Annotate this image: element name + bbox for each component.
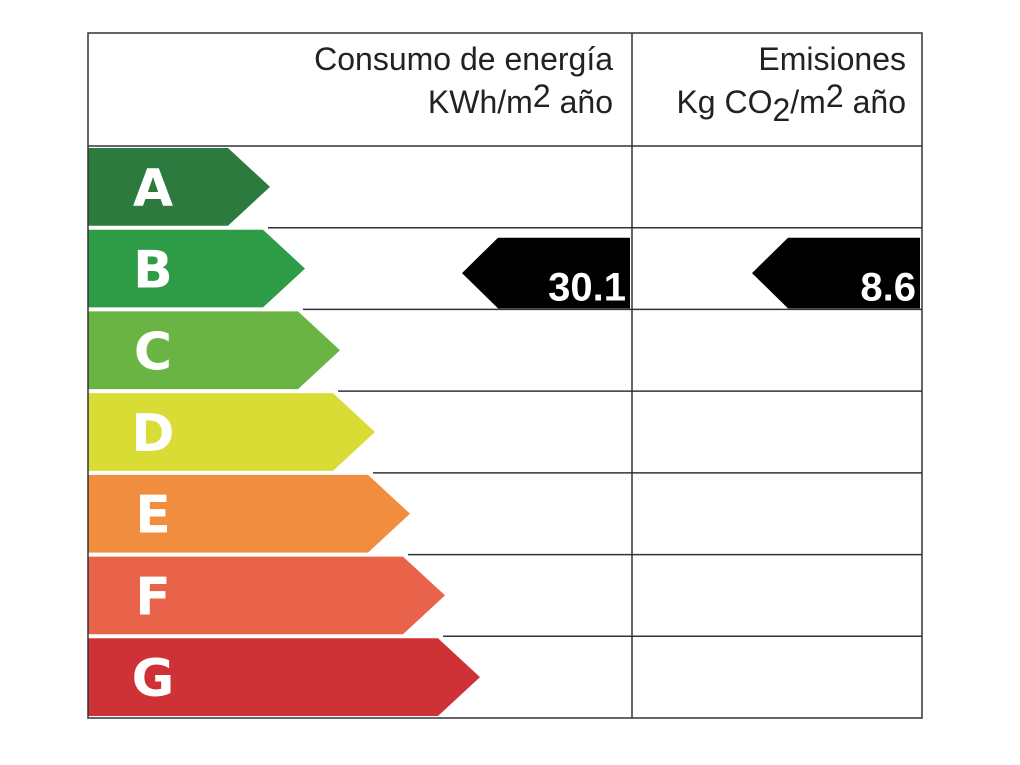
rating-letter: D (131, 404, 174, 464)
rating-letter: B (133, 241, 173, 301)
unit-part: Kg CO (676, 84, 772, 120)
rating-indicator (752, 237, 920, 309)
rating-arrow (88, 393, 375, 471)
energy-unit: KWh/m2 año (428, 78, 613, 120)
rating-letter: A (133, 159, 173, 219)
rating-arrow (88, 148, 270, 226)
rating-letter: E (135, 486, 171, 546)
rating-arrow (88, 311, 340, 390)
emissions-title: Emisiones (758, 41, 906, 77)
rating-arrow (88, 638, 480, 716)
unit-exponent: 2 (533, 78, 551, 114)
rating-arrow (88, 556, 445, 635)
unit-part: año (853, 84, 906, 120)
unit-exponent: 2 (826, 78, 844, 114)
unit-part: /m (790, 84, 826, 120)
emissions-unit: Kg CO2/m2 año (676, 78, 906, 128)
rating-indicator (462, 237, 630, 309)
unit-part: KWh/m (428, 84, 533, 120)
table-border (87, 32, 923, 719)
indicator-value: 8.6 (860, 265, 916, 309)
unit-subscript: 2 (772, 92, 790, 128)
rating-arrow (88, 229, 305, 308)
rating-letter: C (134, 322, 172, 382)
indicator-value: 30.1 (548, 265, 626, 309)
energy-title: Consumo de energía (314, 41, 613, 77)
rating-letter: G (132, 649, 175, 709)
rating-letter: F (135, 567, 171, 627)
rating-arrow (88, 474, 410, 553)
unit-part: año (560, 84, 613, 120)
